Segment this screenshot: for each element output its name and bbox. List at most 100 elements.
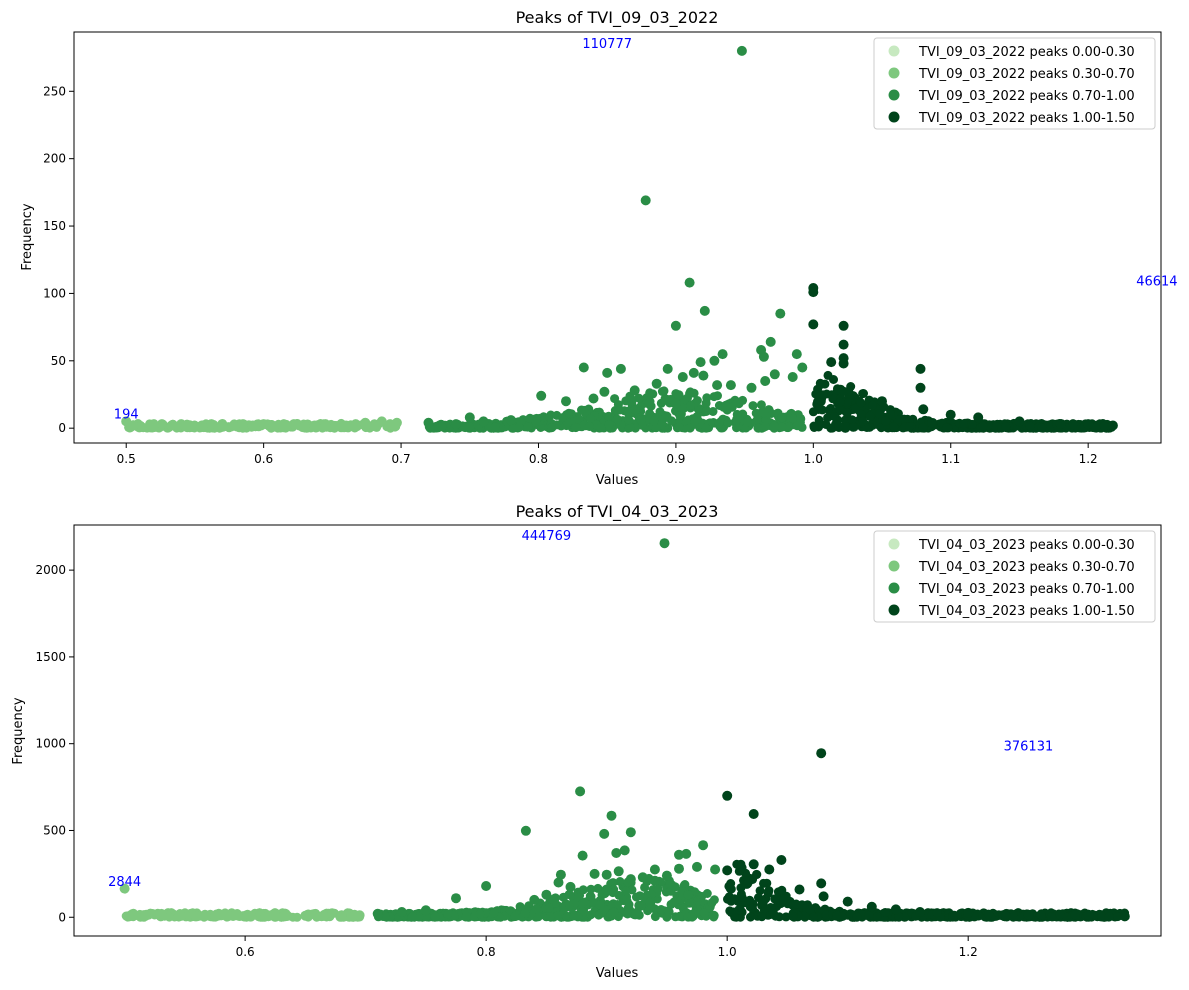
series-1 <box>119 883 365 922</box>
data-point <box>872 912 882 921</box>
data-point <box>650 904 660 914</box>
data-point <box>292 912 302 922</box>
data-point <box>743 879 753 888</box>
y-axis: 0 50 100 150 200 250 <box>43 84 74 435</box>
data-point <box>288 419 299 430</box>
data-point <box>839 386 849 396</box>
data-point <box>475 909 485 919</box>
data-point <box>733 398 743 408</box>
series-3 <box>722 748 1130 922</box>
data-point <box>191 911 202 922</box>
x-tick-label: 1.2 <box>1079 452 1098 466</box>
data-point <box>748 859 759 870</box>
data-point <box>775 308 786 319</box>
data-point <box>552 911 562 921</box>
data-point <box>282 911 293 921</box>
data-point <box>299 421 310 432</box>
legend-marker <box>888 538 900 550</box>
data-point <box>599 828 610 839</box>
data-point <box>984 909 994 919</box>
x-axis: 0.6 0.8 1.0 1.2 <box>236 936 978 959</box>
data-point <box>765 336 776 347</box>
annotation-label: 376131 <box>1004 740 1054 755</box>
data-point <box>959 419 968 429</box>
data-point <box>918 422 928 432</box>
data-point <box>247 420 258 431</box>
annotations: 110777 46614 194 <box>114 37 1178 423</box>
data-point <box>320 419 331 430</box>
data-point <box>764 864 775 875</box>
data-point <box>629 385 640 396</box>
data-point <box>671 389 681 399</box>
data-point <box>745 895 755 905</box>
data-point <box>481 881 492 891</box>
x-tick-label: 0.9 <box>666 452 685 466</box>
annotation-label: 194 <box>114 408 139 423</box>
data-point <box>200 909 210 919</box>
data-point <box>748 903 757 913</box>
data-point <box>915 382 926 393</box>
data-point <box>1083 419 1094 430</box>
data-point <box>797 362 808 373</box>
y-tick-label: 200 <box>43 152 66 166</box>
data-point <box>589 868 600 879</box>
data-point <box>692 396 702 405</box>
data-point <box>336 910 347 921</box>
data-point <box>350 419 361 430</box>
data-point <box>187 421 198 432</box>
data-point <box>868 400 877 410</box>
data-point <box>736 862 747 873</box>
data-point <box>758 898 768 908</box>
data-point <box>685 423 695 433</box>
data-point <box>689 388 699 398</box>
legend-marker <box>888 45 900 57</box>
data-point <box>464 422 474 431</box>
data-point <box>595 900 605 910</box>
data-point <box>1046 912 1056 922</box>
data-point <box>558 413 567 423</box>
data-point <box>834 421 844 431</box>
data-point <box>612 414 622 424</box>
data-point <box>564 408 574 418</box>
data-point <box>138 911 149 922</box>
data-point <box>545 912 555 922</box>
data-point <box>464 412 475 423</box>
data-point <box>408 912 418 922</box>
data-point <box>1014 416 1025 427</box>
data-point <box>726 879 736 888</box>
data-point <box>1097 912 1107 922</box>
data-point <box>637 872 648 883</box>
subplot-tvi-2022: Peaks of TVI_09_03_2022 0.5 0.6 0.7 0.8 0.9 1… <box>20 8 1178 488</box>
data-point <box>788 911 798 921</box>
data-point <box>646 889 656 899</box>
data-point <box>889 422 899 432</box>
data-point <box>708 407 718 416</box>
data-point <box>437 422 447 432</box>
data-point <box>489 908 499 918</box>
data-point <box>754 423 763 433</box>
data-point <box>613 866 624 877</box>
data-point <box>838 339 849 350</box>
data-point <box>1068 419 1078 429</box>
data-point <box>510 911 520 921</box>
data-point <box>1070 910 1080 920</box>
data-point <box>529 894 540 905</box>
data-point <box>650 912 660 922</box>
data-point <box>769 369 780 380</box>
y-tick-label: 0 <box>58 910 66 924</box>
data-point <box>890 904 901 915</box>
data-point <box>866 901 877 912</box>
data-point <box>699 305 710 316</box>
data-point <box>777 412 787 422</box>
data-point <box>1083 910 1094 921</box>
data-point <box>608 878 618 888</box>
data-point <box>1104 912 1114 922</box>
data-point <box>732 415 742 425</box>
y-tick-label: 100 <box>43 286 66 300</box>
data-point <box>376 416 387 427</box>
data-point <box>784 422 794 432</box>
x-tick-label: 1.2 <box>959 945 978 959</box>
data-point <box>330 421 341 432</box>
data-point <box>707 898 717 908</box>
